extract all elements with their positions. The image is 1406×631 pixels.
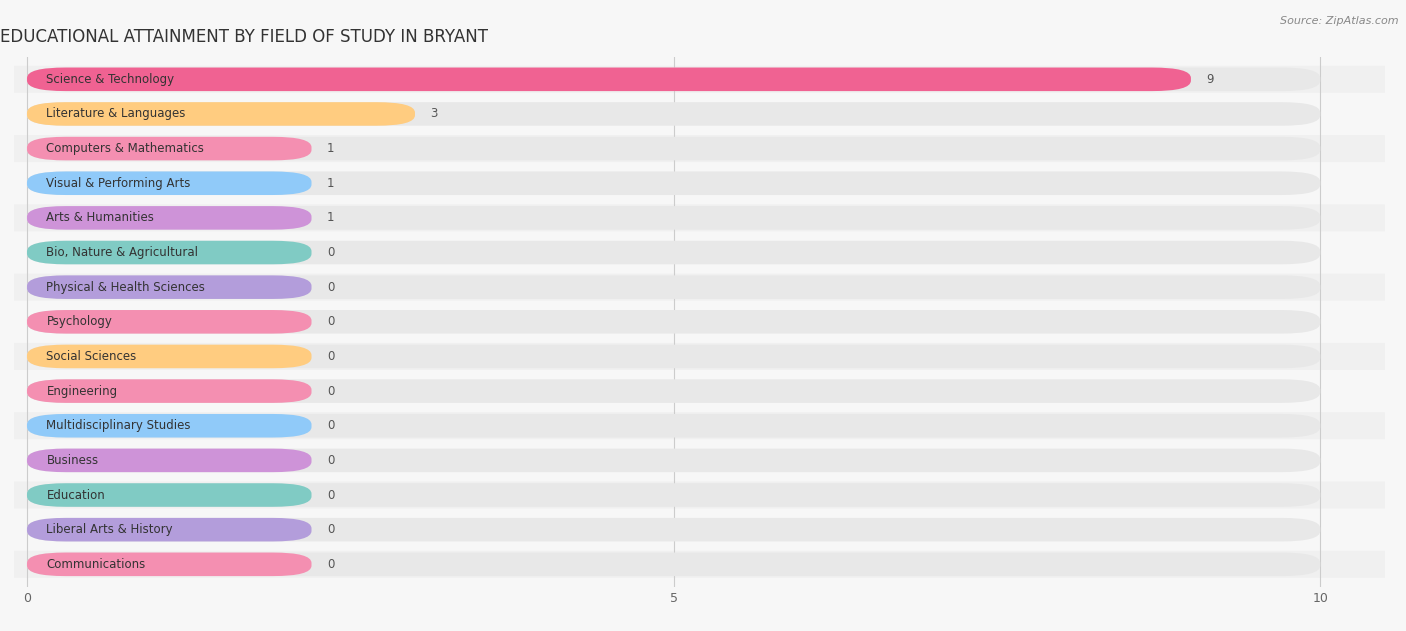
FancyBboxPatch shape (0, 100, 1385, 127)
FancyBboxPatch shape (27, 206, 312, 230)
FancyBboxPatch shape (27, 275, 312, 299)
Text: Education: Education (46, 488, 105, 502)
FancyBboxPatch shape (27, 518, 312, 541)
FancyBboxPatch shape (0, 516, 1385, 543)
Text: 0: 0 (328, 385, 335, 398)
Text: 0: 0 (328, 316, 335, 328)
FancyBboxPatch shape (27, 206, 1320, 230)
Text: Business: Business (46, 454, 98, 467)
FancyBboxPatch shape (0, 239, 1385, 266)
Text: 1: 1 (328, 211, 335, 225)
FancyBboxPatch shape (27, 275, 1320, 299)
Text: Source: ZipAtlas.com: Source: ZipAtlas.com (1281, 16, 1399, 26)
Text: Engineering: Engineering (46, 385, 118, 398)
Text: Social Sciences: Social Sciences (46, 350, 136, 363)
FancyBboxPatch shape (27, 172, 312, 195)
FancyBboxPatch shape (0, 309, 1385, 335)
Text: Computers & Mathematics: Computers & Mathematics (46, 142, 204, 155)
Text: Literature & Languages: Literature & Languages (46, 107, 186, 121)
FancyBboxPatch shape (27, 241, 312, 264)
FancyBboxPatch shape (27, 518, 1320, 541)
Text: Multidisciplinary Studies: Multidisciplinary Studies (46, 419, 191, 432)
Text: 0: 0 (328, 419, 335, 432)
Text: 9: 9 (1206, 73, 1213, 86)
FancyBboxPatch shape (27, 345, 1320, 369)
Text: Psychology: Psychology (46, 316, 112, 328)
FancyBboxPatch shape (27, 483, 1320, 507)
Text: 0: 0 (328, 350, 335, 363)
Text: 0: 0 (328, 246, 335, 259)
FancyBboxPatch shape (27, 379, 1320, 403)
FancyBboxPatch shape (0, 274, 1385, 301)
Text: Bio, Nature & Agricultural: Bio, Nature & Agricultural (46, 246, 198, 259)
FancyBboxPatch shape (27, 414, 1320, 437)
FancyBboxPatch shape (0, 170, 1385, 197)
Text: Science & Technology: Science & Technology (46, 73, 174, 86)
Text: Physical & Health Sciences: Physical & Health Sciences (46, 281, 205, 293)
Text: Liberal Arts & History: Liberal Arts & History (46, 523, 173, 536)
FancyBboxPatch shape (0, 135, 1385, 162)
FancyBboxPatch shape (27, 345, 312, 369)
Text: Visual & Performing Arts: Visual & Performing Arts (46, 177, 191, 190)
Text: Arts & Humanities: Arts & Humanities (46, 211, 155, 225)
FancyBboxPatch shape (27, 102, 1320, 126)
FancyBboxPatch shape (27, 553, 1320, 576)
FancyBboxPatch shape (0, 343, 1385, 370)
Text: 0: 0 (328, 488, 335, 502)
FancyBboxPatch shape (27, 449, 312, 472)
Text: 0: 0 (328, 281, 335, 293)
FancyBboxPatch shape (27, 241, 1320, 264)
Text: 3: 3 (430, 107, 437, 121)
FancyBboxPatch shape (27, 483, 312, 507)
Text: Communications: Communications (46, 558, 146, 571)
Text: 0: 0 (328, 558, 335, 571)
Text: 1: 1 (328, 142, 335, 155)
FancyBboxPatch shape (0, 481, 1385, 509)
FancyBboxPatch shape (0, 412, 1385, 439)
FancyBboxPatch shape (0, 447, 1385, 474)
Text: EDUCATIONAL ATTAINMENT BY FIELD OF STUDY IN BRYANT: EDUCATIONAL ATTAINMENT BY FIELD OF STUDY… (0, 28, 488, 46)
FancyBboxPatch shape (27, 137, 1320, 160)
FancyBboxPatch shape (27, 414, 312, 437)
FancyBboxPatch shape (27, 449, 1320, 472)
FancyBboxPatch shape (27, 310, 312, 334)
Text: 0: 0 (328, 454, 335, 467)
Text: 1: 1 (328, 177, 335, 190)
FancyBboxPatch shape (27, 137, 312, 160)
FancyBboxPatch shape (0, 66, 1385, 93)
FancyBboxPatch shape (27, 553, 312, 576)
FancyBboxPatch shape (0, 551, 1385, 578)
FancyBboxPatch shape (27, 172, 1320, 195)
Text: 0: 0 (328, 523, 335, 536)
FancyBboxPatch shape (27, 68, 1320, 91)
FancyBboxPatch shape (27, 379, 312, 403)
FancyBboxPatch shape (27, 68, 1191, 91)
FancyBboxPatch shape (0, 377, 1385, 404)
FancyBboxPatch shape (0, 204, 1385, 232)
FancyBboxPatch shape (27, 102, 415, 126)
FancyBboxPatch shape (27, 310, 1320, 334)
